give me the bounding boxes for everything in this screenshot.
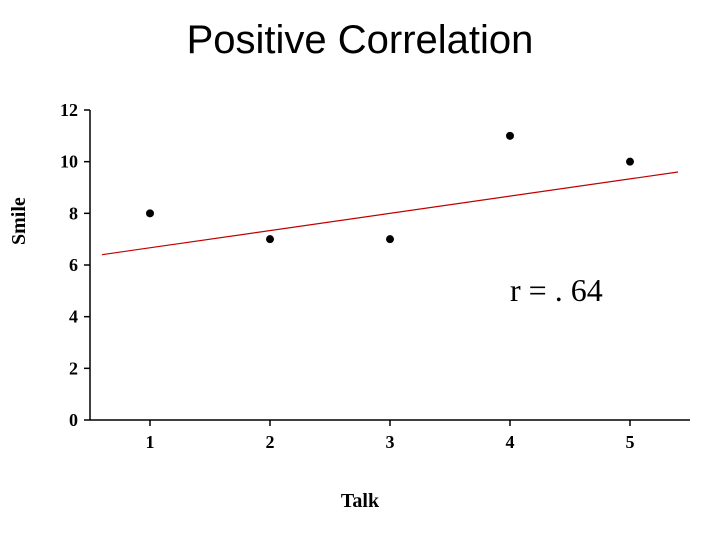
chart-area: 02468101212345r = . 64	[20, 100, 700, 480]
y-tick-label: 6	[69, 255, 78, 275]
x-tick-label: 1	[146, 432, 155, 452]
data-point	[266, 235, 274, 243]
y-tick-label: 2	[69, 358, 78, 378]
scatter-chart: 02468101212345r = . 64	[20, 100, 700, 460]
x-tick-label: 2	[266, 432, 275, 452]
x-tick-label: 3	[386, 432, 395, 452]
x-tick-label: 5	[626, 432, 635, 452]
data-point	[386, 235, 394, 243]
r-value-annotation: r = . 64	[510, 272, 603, 308]
x-tick-label: 4	[506, 432, 515, 452]
page-title: Positive Correlation	[0, 18, 720, 63]
y-tick-label: 12	[60, 100, 78, 120]
y-tick-label: 0	[69, 410, 78, 430]
data-point	[506, 132, 514, 140]
data-point	[146, 209, 154, 217]
y-tick-label: 10	[60, 152, 78, 172]
y-tick-label: 8	[69, 203, 78, 223]
y-tick-label: 4	[69, 307, 78, 327]
x-axis-label: Talk	[0, 490, 720, 513]
data-point	[626, 158, 634, 166]
